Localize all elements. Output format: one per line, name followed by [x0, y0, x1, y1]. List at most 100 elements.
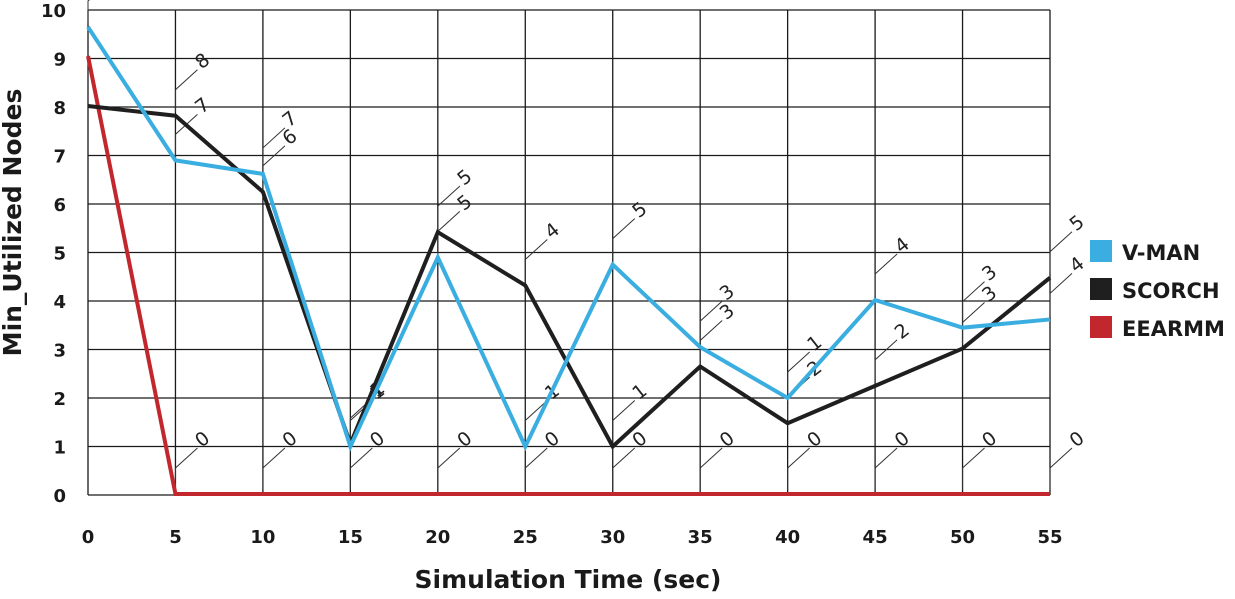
legend-label: V-MAN [1122, 241, 1200, 265]
data-label: 3 [978, 282, 1001, 307]
y-tick-label: 10 [41, 1, 66, 22]
callout-leader-line [612, 447, 636, 491]
callout-leader-line [787, 351, 810, 394]
legend-swatch [1090, 240, 1112, 262]
data-label: 0 [366, 427, 389, 452]
y-tick-label: 1 [53, 438, 66, 459]
callout-leader-line [437, 447, 461, 491]
legend-swatch [1090, 316, 1112, 338]
y-tick-label: 9 [53, 50, 66, 71]
callout-leader-line [524, 239, 548, 282]
callout-eearmm: 0 [699, 427, 739, 491]
callout-leader-line [874, 447, 898, 491]
data-label: 8 [191, 49, 214, 74]
legend-label: SCORCH [1122, 279, 1220, 303]
x-tick-label: 20 [425, 527, 450, 548]
legend-item-eearmm: EEARMM [1090, 316, 1225, 341]
legend-item-v-man: V-MAN [1090, 240, 1200, 265]
callout-leader-line [174, 113, 198, 157]
data-label: 0 [278, 427, 301, 452]
callout-eearmm: 0 [1049, 427, 1089, 491]
data-label: 1 [803, 331, 826, 356]
callout-eearmm: 0 [787, 427, 826, 491]
callout-leader-line [262, 447, 286, 491]
callout-v-man: 5 [612, 198, 651, 261]
callout-eearmm: 0 [262, 427, 302, 491]
data-label: 5 [453, 191, 476, 216]
callout-leader-line [962, 281, 985, 324]
callout-leader-line [699, 320, 723, 363]
callout-eearmm: 0 [437, 427, 476, 491]
data-label: 4 [1066, 253, 1089, 278]
x-tick-label: 25 [513, 527, 538, 548]
data-label: 0 [803, 427, 826, 452]
y-axis-ticks: 0 1 2 3 4 5 6 7 8 9 10 [41, 1, 66, 507]
callout-eearmm: 0 [612, 427, 651, 491]
callout-leader-line [262, 127, 286, 170]
callout-leader-line [787, 447, 810, 491]
callout-leader-line [1049, 273, 1073, 316]
callout-eearmm: 0 [962, 427, 1001, 491]
callout-leader-line [262, 145, 286, 188]
data-label: 5 [628, 198, 651, 223]
y-tick-label: 8 [53, 98, 66, 119]
callout-eearmm: 0 [874, 427, 914, 491]
y-axis-title: Min_Utilized Nodes [0, 89, 27, 357]
data-label: 4 [541, 219, 564, 244]
legend-label: EEARMM [1122, 317, 1225, 341]
data-label: 4 [891, 233, 914, 258]
data-label: 5 [1066, 211, 1089, 236]
data-label: 3 [978, 261, 1001, 286]
data-label: 0 [191, 427, 214, 452]
x-tick-label: 35 [688, 527, 713, 548]
callout-scorch: 4 [524, 219, 564, 282]
y-tick-label: 0 [53, 486, 66, 507]
series-lines [86, 25, 1052, 497]
x-tick-label: 30 [600, 527, 625, 548]
callout-leader-line [524, 447, 548, 491]
data-label: 2 [891, 319, 914, 344]
callout-leader-line [612, 218, 636, 261]
callout-leader-line [962, 447, 985, 491]
callout-leader-line [174, 69, 198, 112]
y-tick-label: 2 [53, 389, 66, 410]
x-tick-label: 0 [82, 527, 95, 548]
callout-v-man: 4 [874, 233, 914, 297]
y-tick-label: 4 [53, 292, 66, 313]
data-label: 0 [978, 427, 1001, 452]
callout-leader-line [349, 447, 373, 491]
callout-leader-line [174, 447, 198, 491]
series-line-v-man [86, 25, 1051, 452]
callout-leader-line [962, 302, 985, 345]
y-tick-label: 5 [53, 244, 66, 265]
callout-leader-line [524, 400, 548, 443]
legend-swatch [1090, 278, 1112, 300]
data-label: 0 [891, 427, 914, 452]
callout-leader-line [874, 339, 898, 382]
callout-v-man: 8 [87, 0, 90, 23]
callout-leader-line [1049, 447, 1073, 491]
legend: V-MAN SCORCH EEARMM [1090, 240, 1225, 341]
x-axis-title: Simulation Time (sec) [415, 565, 722, 594]
data-label: 5 [453, 165, 476, 190]
y-tick-label: 6 [53, 195, 66, 216]
callout-leader-line [612, 400, 636, 443]
data-label: 1 [628, 380, 651, 405]
callout-scorch: 6 [262, 125, 302, 188]
x-tick-label: 15 [338, 527, 363, 548]
series-line-scorch [87, 104, 1052, 450]
callout-leader-line [699, 447, 723, 491]
data-label: 0 [716, 427, 739, 452]
x-tick-label: 55 [1037, 527, 1062, 548]
data-label: 0 [541, 427, 564, 452]
x-tick-label: 40 [775, 527, 800, 548]
data-label: 7 [191, 94, 214, 119]
y-tick-label: 7 [53, 147, 66, 168]
callout-leader-line [699, 300, 723, 344]
x-tick-label: 10 [250, 527, 275, 548]
callout-v-man: 4 [1049, 253, 1089, 316]
data-label: 3 [716, 300, 739, 325]
callout-leader-line [1049, 231, 1073, 274]
y-tick-label: 3 [53, 341, 66, 362]
